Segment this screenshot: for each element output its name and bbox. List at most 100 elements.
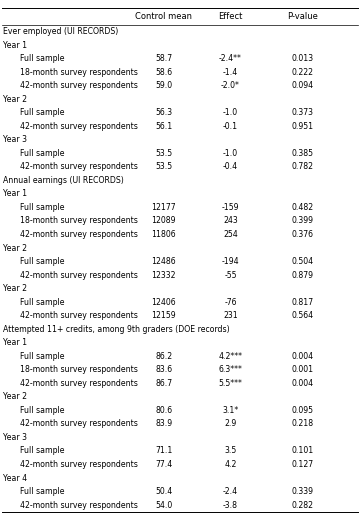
Text: -1.0: -1.0: [223, 108, 238, 117]
Text: Full sample: Full sample: [20, 257, 64, 266]
Text: 0.564: 0.564: [291, 311, 314, 320]
Text: 0.094: 0.094: [291, 81, 314, 90]
Text: Effect: Effect: [218, 12, 243, 21]
Text: Full sample: Full sample: [20, 54, 64, 63]
Text: Year 1: Year 1: [3, 41, 27, 50]
Text: 58.6: 58.6: [155, 68, 172, 76]
Text: 80.6: 80.6: [155, 406, 172, 415]
Text: 0.222: 0.222: [291, 68, 314, 76]
Text: 12332: 12332: [152, 270, 176, 280]
Text: Full sample: Full sample: [20, 108, 64, 117]
Text: 42-month survey respondents: 42-month survey respondents: [20, 122, 138, 131]
Text: 0.373: 0.373: [291, 108, 314, 117]
Text: -194: -194: [222, 257, 239, 266]
Text: 254: 254: [223, 230, 238, 239]
Text: 0.004: 0.004: [291, 352, 314, 361]
Text: -1.0: -1.0: [223, 149, 238, 158]
Text: 56.1: 56.1: [155, 122, 172, 131]
Text: 0.013: 0.013: [291, 54, 314, 63]
Text: Ever employed (UI RECORDS): Ever employed (UI RECORDS): [3, 27, 118, 36]
Text: Year 1: Year 1: [3, 338, 27, 347]
Text: 4.2***: 4.2***: [219, 352, 242, 361]
Text: Year 4: Year 4: [3, 474, 27, 482]
Text: 231: 231: [223, 311, 238, 320]
Text: 0.001: 0.001: [291, 365, 314, 374]
Text: 2.9: 2.9: [224, 420, 237, 428]
Text: Year 2: Year 2: [3, 244, 27, 252]
Text: 59.0: 59.0: [155, 81, 172, 90]
Text: 42-month survey respondents: 42-month survey respondents: [20, 81, 138, 90]
Text: Full sample: Full sample: [20, 352, 64, 361]
Text: 0.339: 0.339: [291, 487, 314, 496]
Text: 0.004: 0.004: [291, 379, 314, 388]
Text: Year 3: Year 3: [3, 135, 27, 144]
Text: -2.4**: -2.4**: [219, 54, 242, 63]
Text: 0.879: 0.879: [291, 270, 314, 280]
Text: Year 2: Year 2: [3, 284, 27, 293]
Text: Full sample: Full sample: [20, 487, 64, 496]
Text: 18-month survey respondents: 18-month survey respondents: [20, 217, 138, 225]
Text: 6.3***: 6.3***: [219, 365, 242, 374]
Text: 0.127: 0.127: [291, 460, 314, 469]
Text: -2.4: -2.4: [223, 487, 238, 496]
Text: 54.0: 54.0: [155, 501, 172, 510]
Text: Full sample: Full sample: [20, 203, 64, 212]
Text: 0.504: 0.504: [291, 257, 314, 266]
Text: -0.4: -0.4: [223, 163, 238, 171]
Text: Year 2: Year 2: [3, 95, 27, 104]
Text: 12159: 12159: [152, 311, 176, 320]
Text: Annual earnings (UI RECORDS): Annual earnings (UI RECORDS): [3, 176, 123, 185]
Text: 12089: 12089: [152, 217, 176, 225]
Text: 0.385: 0.385: [291, 149, 314, 158]
Text: 0.218: 0.218: [291, 420, 314, 428]
Text: 42-month survey respondents: 42-month survey respondents: [20, 311, 138, 320]
Text: 0.817: 0.817: [291, 298, 314, 307]
Text: 12177: 12177: [152, 203, 176, 212]
Text: -0.1: -0.1: [223, 122, 238, 131]
Text: 12406: 12406: [152, 298, 176, 307]
Text: 18-month survey respondents: 18-month survey respondents: [20, 365, 138, 374]
Text: 0.282: 0.282: [291, 501, 314, 510]
Text: 4.2: 4.2: [224, 460, 237, 469]
Text: 53.5: 53.5: [155, 149, 172, 158]
Text: Full sample: Full sample: [20, 446, 64, 456]
Text: 5.5***: 5.5***: [219, 379, 242, 388]
Text: Year 3: Year 3: [3, 433, 27, 442]
Text: 86.7: 86.7: [155, 379, 172, 388]
Text: 0.101: 0.101: [291, 446, 314, 456]
Text: P-value: P-value: [287, 12, 318, 21]
Text: 42-month survey respondents: 42-month survey respondents: [20, 420, 138, 428]
Text: 42-month survey respondents: 42-month survey respondents: [20, 270, 138, 280]
Text: -1.4: -1.4: [223, 68, 238, 76]
Text: Year 1: Year 1: [3, 189, 27, 198]
Text: 86.2: 86.2: [155, 352, 172, 361]
Text: 42-month survey respondents: 42-month survey respondents: [20, 163, 138, 171]
Text: 42-month survey respondents: 42-month survey respondents: [20, 230, 138, 239]
Text: 12486: 12486: [152, 257, 176, 266]
Text: Full sample: Full sample: [20, 406, 64, 415]
Text: 42-month survey respondents: 42-month survey respondents: [20, 501, 138, 510]
Text: -2.0*: -2.0*: [221, 81, 240, 90]
Text: 0.482: 0.482: [291, 203, 314, 212]
Text: Control mean: Control mean: [135, 12, 192, 21]
Text: 83.6: 83.6: [155, 365, 172, 374]
Text: 71.1: 71.1: [155, 446, 172, 456]
Text: Full sample: Full sample: [20, 149, 64, 158]
Text: 83.9: 83.9: [155, 420, 172, 428]
Text: Year 2: Year 2: [3, 392, 27, 401]
Text: 0.376: 0.376: [291, 230, 314, 239]
Text: 53.5: 53.5: [155, 163, 172, 171]
Text: -159: -159: [222, 203, 239, 212]
Text: 42-month survey respondents: 42-month survey respondents: [20, 460, 138, 469]
Text: Full sample: Full sample: [20, 298, 64, 307]
Text: 18-month survey respondents: 18-month survey respondents: [20, 68, 138, 76]
Text: 11806: 11806: [152, 230, 176, 239]
Text: -3.8: -3.8: [223, 501, 238, 510]
Text: 243: 243: [223, 217, 238, 225]
Text: 56.3: 56.3: [155, 108, 172, 117]
Text: -55: -55: [224, 270, 237, 280]
Text: 0.399: 0.399: [291, 217, 314, 225]
Text: 0.095: 0.095: [291, 406, 314, 415]
Text: 3.5: 3.5: [224, 446, 237, 456]
Text: 0.782: 0.782: [291, 163, 314, 171]
